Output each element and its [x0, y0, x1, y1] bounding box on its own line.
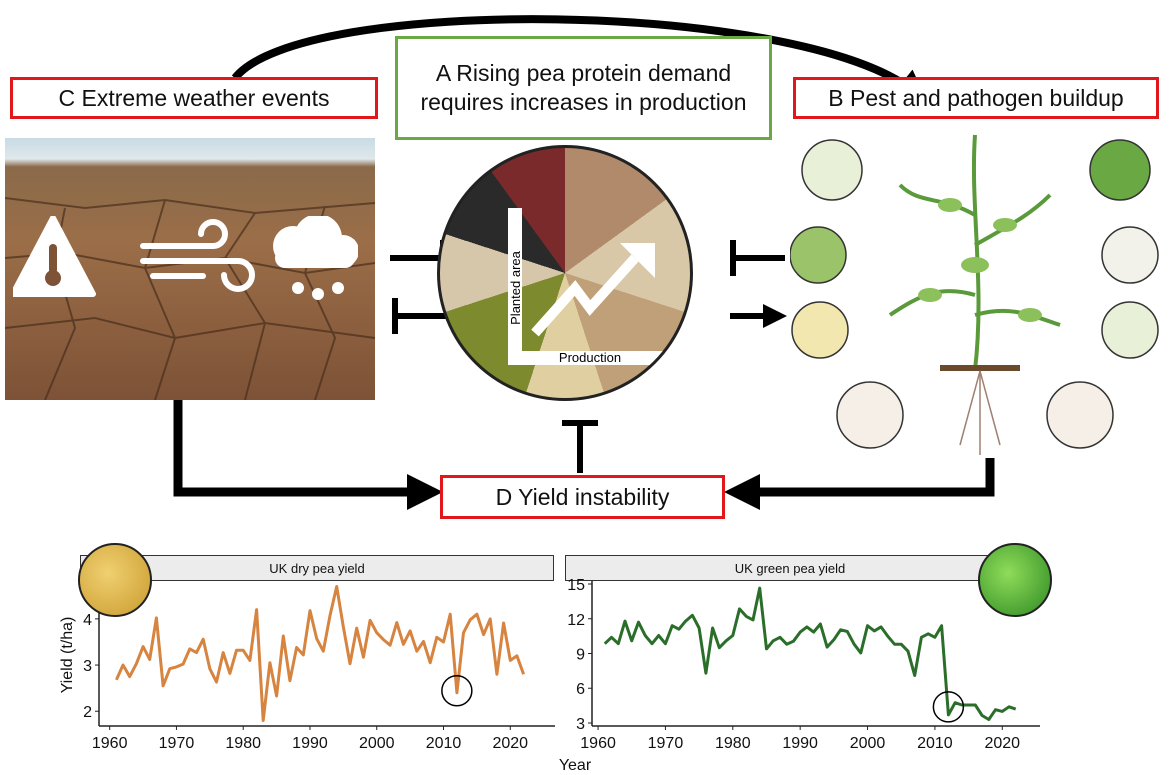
- rain-cloud-icon: [273, 216, 358, 300]
- dry-pea-x-tick-label: 2010: [426, 735, 462, 752]
- green-pea-yield-line: [603, 586, 1017, 721]
- green-pea-highlight-circle: [932, 691, 965, 723]
- trend-arrow-icon: [620, 243, 655, 278]
- dry-pea-y-tick-label: 3: [83, 658, 92, 675]
- green-pea-title-strip: UK green pea yield: [565, 555, 1015, 581]
- pea-bean-circle: Production Planted area: [437, 145, 693, 401]
- inhibit-a-to-c: [392, 298, 448, 334]
- pea-plant-illustration: [790, 134, 1159, 455]
- drought-photo: [5, 138, 375, 400]
- dry-pea-x-tick-label: 2020: [492, 735, 528, 752]
- box-a-line1: A Rising pea protein demand: [435, 60, 732, 87]
- box-b-label: B Pest and pathogen buildup: [828, 84, 1124, 111]
- dry-pea-title: UK dry pea yield: [269, 560, 365, 576]
- dry-pea-photo: [78, 543, 152, 617]
- box-c-extreme-weather: C Extreme weather events: [10, 77, 378, 119]
- dry-pea-y-tick-label: 2: [83, 704, 92, 721]
- green-pea-photo: [978, 543, 1052, 617]
- inset-y-label: Planted area: [508, 250, 523, 324]
- green-pea-x-tick-label: 1970: [648, 735, 684, 752]
- y-axis-label: Yield (t/ha): [59, 617, 76, 694]
- green-pea-y-tick-label: 9: [576, 647, 585, 664]
- dry-pea-x-tick-label: 2000: [359, 735, 395, 752]
- growth-chart-inset: Production Planted area: [508, 208, 665, 365]
- x-axis-label: Year: [559, 757, 592, 774]
- green-pea-x-tick-label: 2020: [984, 735, 1020, 752]
- box-d-yield-instability: D Yield instability: [440, 475, 725, 519]
- inhibit-d-to-a: [562, 420, 598, 473]
- green-pea-x-tick-label: 2000: [850, 735, 886, 752]
- dry-pea-highlight-circle: [441, 675, 473, 707]
- arrow-b-to-d: [724, 458, 995, 510]
- arrow-c-to-d: [173, 400, 443, 510]
- green-pea-y-tick-label: 3: [576, 716, 585, 733]
- box-a-line2: requires increases in production: [420, 89, 747, 115]
- dry-pea-x-tick-label: 1970: [159, 735, 195, 752]
- dry-pea-yield-line: [115, 585, 526, 722]
- green-pea-y-tick-label: 15: [567, 577, 585, 594]
- dry-pea-y-tick-label: 4: [83, 612, 92, 629]
- weather-icons: [13, 216, 358, 300]
- green-pea-x-tick-label: 2010: [917, 735, 953, 752]
- green-pea-title: UK green pea yield: [734, 560, 846, 576]
- box-a-protein-demand: A Rising pea protein demand requires inc…: [395, 36, 772, 140]
- green-pea-x-tick-label: 1960: [580, 735, 616, 752]
- box-d-label: D Yield instability: [495, 483, 670, 510]
- inset-x-label: Production: [559, 350, 621, 365]
- dry-pea-x-tick-label: 1980: [225, 735, 261, 752]
- arc-arrow-c-to-b: [231, 15, 928, 102]
- green-pea-y-tick-label: 6: [576, 681, 585, 698]
- box-c-label: C Extreme weather events: [58, 84, 330, 111]
- green-pea-x-tick-label: 1980: [715, 735, 751, 752]
- dry-pea-x-tick-label: 1960: [92, 735, 128, 752]
- dry-pea-title-strip: UK dry pea yield: [80, 555, 554, 581]
- green-pea-x-tick-label: 1990: [782, 735, 818, 752]
- thermometer-warning-icon: [13, 216, 96, 297]
- dry-pea-x-tick-label: 1990: [292, 735, 328, 752]
- box-b-pest-pathogen: B Pest and pathogen buildup: [793, 77, 1159, 119]
- inhibit-b-to-a: [730, 240, 785, 276]
- green-pea-y-tick-label: 12: [567, 612, 585, 629]
- wind-icon: [140, 219, 255, 292]
